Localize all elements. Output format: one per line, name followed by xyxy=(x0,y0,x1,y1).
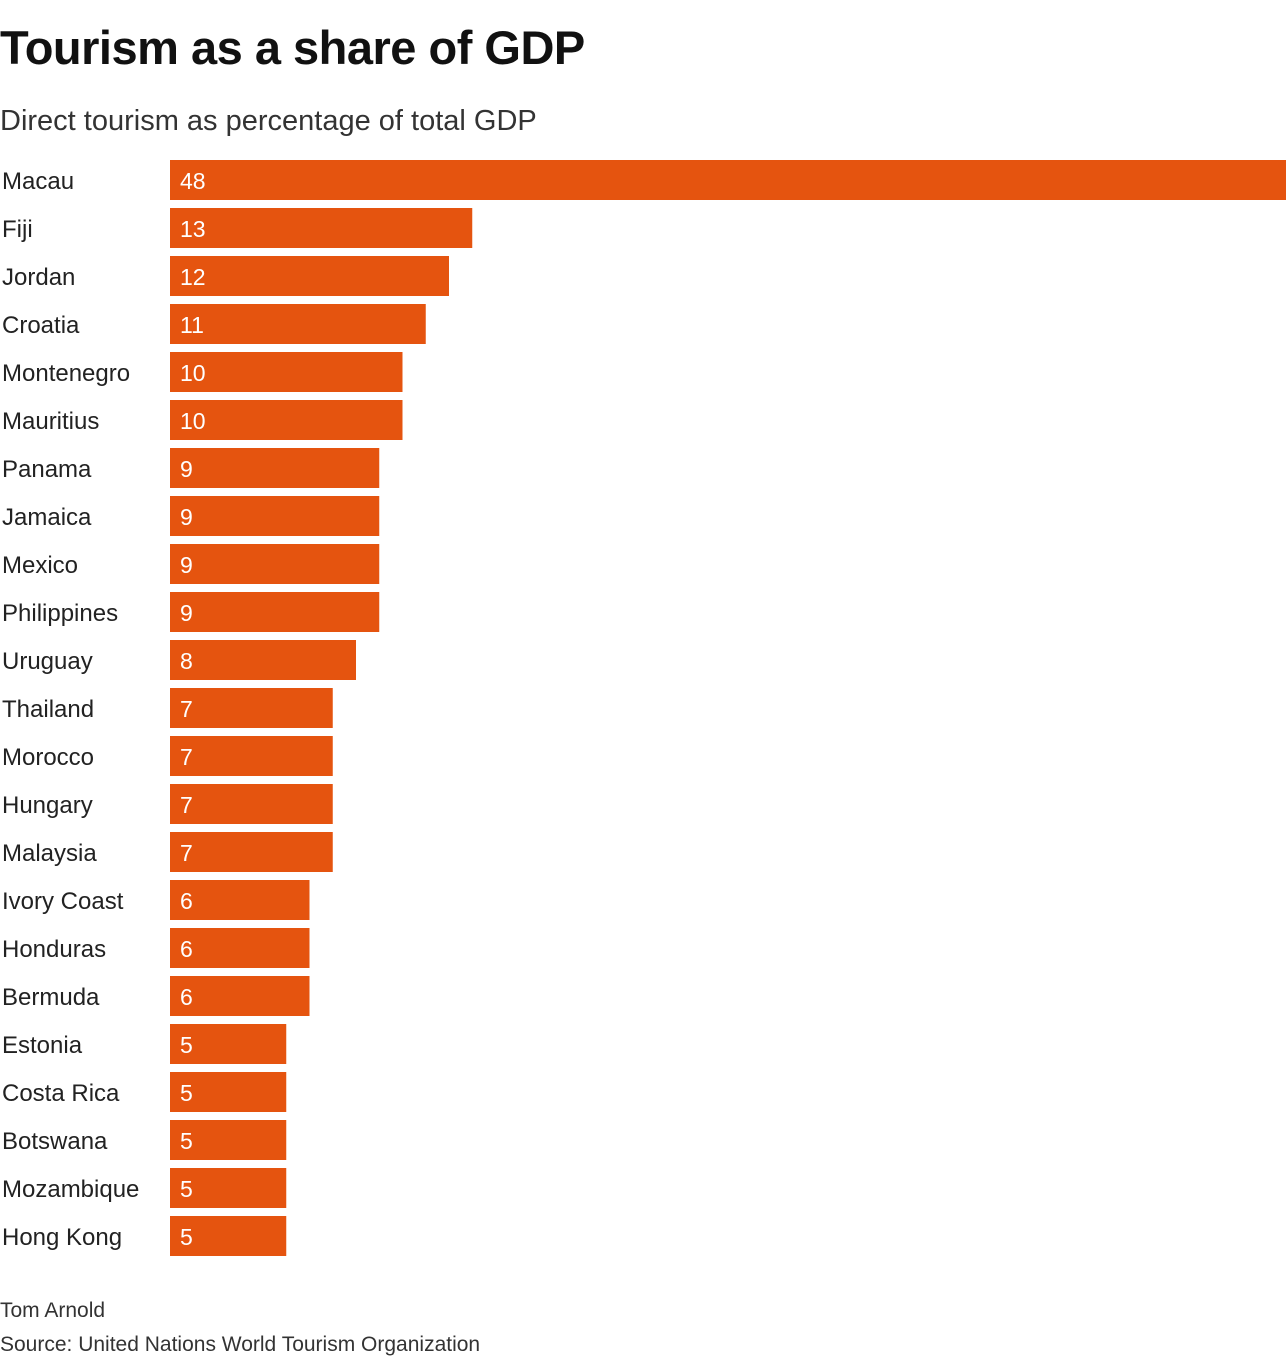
bar xyxy=(170,1168,287,1208)
bar-row: Panama 9 xyxy=(2,448,380,488)
bar xyxy=(170,1120,287,1160)
bar xyxy=(170,1072,287,1112)
category-label: Ivory Coast xyxy=(2,888,124,915)
bar-row: Botswana 5 xyxy=(2,1120,287,1160)
bar-row: Hong Kong 5 xyxy=(2,1216,287,1256)
bar-row: Jordan 12 xyxy=(2,256,449,296)
value-label: 5 xyxy=(180,1176,193,1202)
category-label: Montenegro xyxy=(2,360,130,387)
category-label: Malaysia xyxy=(2,840,97,867)
category-label: Philippines xyxy=(2,600,118,627)
bar xyxy=(170,928,310,968)
bar xyxy=(170,1216,287,1256)
value-label: 7 xyxy=(180,696,193,722)
value-label: 6 xyxy=(180,984,193,1010)
bar-row: Mozambique 5 xyxy=(2,1168,287,1208)
bar-row: Thailand 7 xyxy=(2,688,333,728)
bar xyxy=(170,304,426,344)
bar xyxy=(170,544,380,584)
author-credit: Tom Arnold xyxy=(0,1299,106,1322)
value-label: 9 xyxy=(180,600,193,626)
chart-subtitle: Direct tourism as percentage of total GD… xyxy=(0,105,537,137)
category-label: Jamaica xyxy=(2,504,92,531)
bar xyxy=(170,400,403,440)
bar-row: Montenegro 10 xyxy=(2,352,403,392)
bar-row: Macau 48 xyxy=(2,160,1286,200)
value-label: 11 xyxy=(180,312,204,338)
value-label: 12 xyxy=(180,264,206,290)
category-label: Croatia xyxy=(2,312,80,339)
category-label: Hong Kong xyxy=(2,1224,122,1251)
category-label: Estonia xyxy=(2,1032,83,1059)
value-label: 7 xyxy=(180,744,193,770)
bar-row: Honduras 6 xyxy=(2,928,310,968)
value-label: 5 xyxy=(180,1032,193,1058)
category-label: Panama xyxy=(2,456,92,483)
bar-row: Bermuda 6 xyxy=(2,976,310,1016)
bar xyxy=(170,880,310,920)
bar-row: Fiji 13 xyxy=(2,208,473,248)
bar-row: Estonia 5 xyxy=(2,1024,287,1064)
bar-row: Mexico 9 xyxy=(2,544,380,584)
value-label: 9 xyxy=(180,504,193,530)
bar-row: Hungary 7 xyxy=(2,784,333,824)
value-label: 10 xyxy=(180,408,206,434)
bar xyxy=(170,832,333,872)
value-label: 9 xyxy=(180,552,193,578)
category-label: Mexico xyxy=(2,552,78,579)
value-label: 5 xyxy=(180,1224,193,1250)
category-label: Honduras xyxy=(2,936,106,963)
category-label: Macau xyxy=(2,168,74,195)
value-label: 10 xyxy=(180,360,206,386)
value-label: 9 xyxy=(180,456,193,482)
value-label: 8 xyxy=(180,648,193,674)
category-label: Jordan xyxy=(2,264,75,291)
bar xyxy=(170,256,449,296)
category-label: Hungary xyxy=(2,792,93,819)
bar-row: Mauritius 10 xyxy=(2,400,403,440)
bar-row: Philippines 9 xyxy=(2,592,380,632)
category-label: Costa Rica xyxy=(2,1080,120,1107)
category-label: Mozambique xyxy=(2,1176,139,1203)
bar xyxy=(170,160,1286,200)
bar-row: Malaysia 7 xyxy=(2,832,333,872)
value-label: 48 xyxy=(180,168,206,194)
value-label: 7 xyxy=(180,840,193,866)
value-label: 5 xyxy=(180,1080,193,1106)
chart-title: Tourism as a share of GDP xyxy=(0,21,585,74)
bar xyxy=(170,784,333,824)
category-label: Fiji xyxy=(2,216,33,243)
bar xyxy=(170,208,473,248)
bar xyxy=(170,976,310,1016)
bar xyxy=(170,352,403,392)
bar-row: Morocco 7 xyxy=(2,736,333,776)
value-label: 6 xyxy=(180,936,193,962)
value-label: 13 xyxy=(180,216,206,242)
bar-row: Croatia 11 xyxy=(2,304,426,344)
bar xyxy=(170,1024,287,1064)
bar xyxy=(170,640,356,680)
category-label: Uruguay xyxy=(2,648,93,675)
category-label: Bermuda xyxy=(2,984,100,1011)
bar xyxy=(170,496,380,536)
value-label: 6 xyxy=(180,888,193,914)
bar xyxy=(170,688,333,728)
bar xyxy=(170,592,380,632)
bar-row: Costa Rica 5 xyxy=(2,1072,287,1112)
bar-row: Ivory Coast 6 xyxy=(2,880,310,920)
bar xyxy=(170,448,380,488)
bar-chart: Macau 48 Fiji 13 Jordan 12 Croatia 11 Montenegro… xyxy=(2,160,1286,1256)
category-label: Botswana xyxy=(2,1128,108,1155)
value-label: 5 xyxy=(180,1128,193,1154)
bar-row: Uruguay 8 xyxy=(2,640,356,680)
bar-row: Jamaica 9 xyxy=(2,496,380,536)
category-label: Mauritius xyxy=(2,408,99,435)
source-note: Source: United Nations World Tourism Org… xyxy=(0,1333,481,1356)
category-label: Morocco xyxy=(2,744,94,771)
category-label: Thailand xyxy=(2,696,94,723)
bar xyxy=(170,736,333,776)
value-label: 7 xyxy=(180,792,193,818)
